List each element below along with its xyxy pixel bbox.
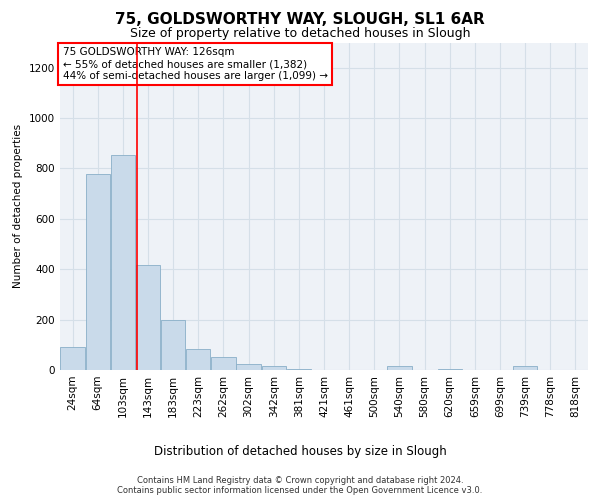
Bar: [61, 348, 85, 370]
Bar: [437, 368, 462, 370]
Text: Size of property relative to detached houses in Slough: Size of property relative to detached ho…: [130, 28, 470, 40]
Bar: [161, 320, 185, 370]
Bar: [86, 174, 110, 370]
Text: 75 GOLDSWORTHY WAY: 126sqm
← 55% of detached houses are smaller (1,382)
44% of s: 75 GOLDSWORTHY WAY: 126sqm ← 55% of deta…: [62, 48, 328, 80]
Bar: [110, 154, 135, 370]
Bar: [236, 364, 261, 370]
Bar: [513, 366, 538, 370]
Text: Distribution of detached houses by size in Slough: Distribution of detached houses by size …: [154, 444, 446, 458]
Bar: [387, 366, 412, 370]
Bar: [211, 358, 236, 370]
Bar: [287, 368, 311, 370]
Bar: [136, 266, 160, 370]
Bar: [186, 348, 211, 370]
Bar: [262, 366, 286, 370]
Text: 75, GOLDSWORTHY WAY, SLOUGH, SL1 6AR: 75, GOLDSWORTHY WAY, SLOUGH, SL1 6AR: [115, 12, 485, 28]
Y-axis label: Number of detached properties: Number of detached properties: [13, 124, 23, 288]
Text: Contains HM Land Registry data © Crown copyright and database right 2024.
Contai: Contains HM Land Registry data © Crown c…: [118, 476, 482, 495]
